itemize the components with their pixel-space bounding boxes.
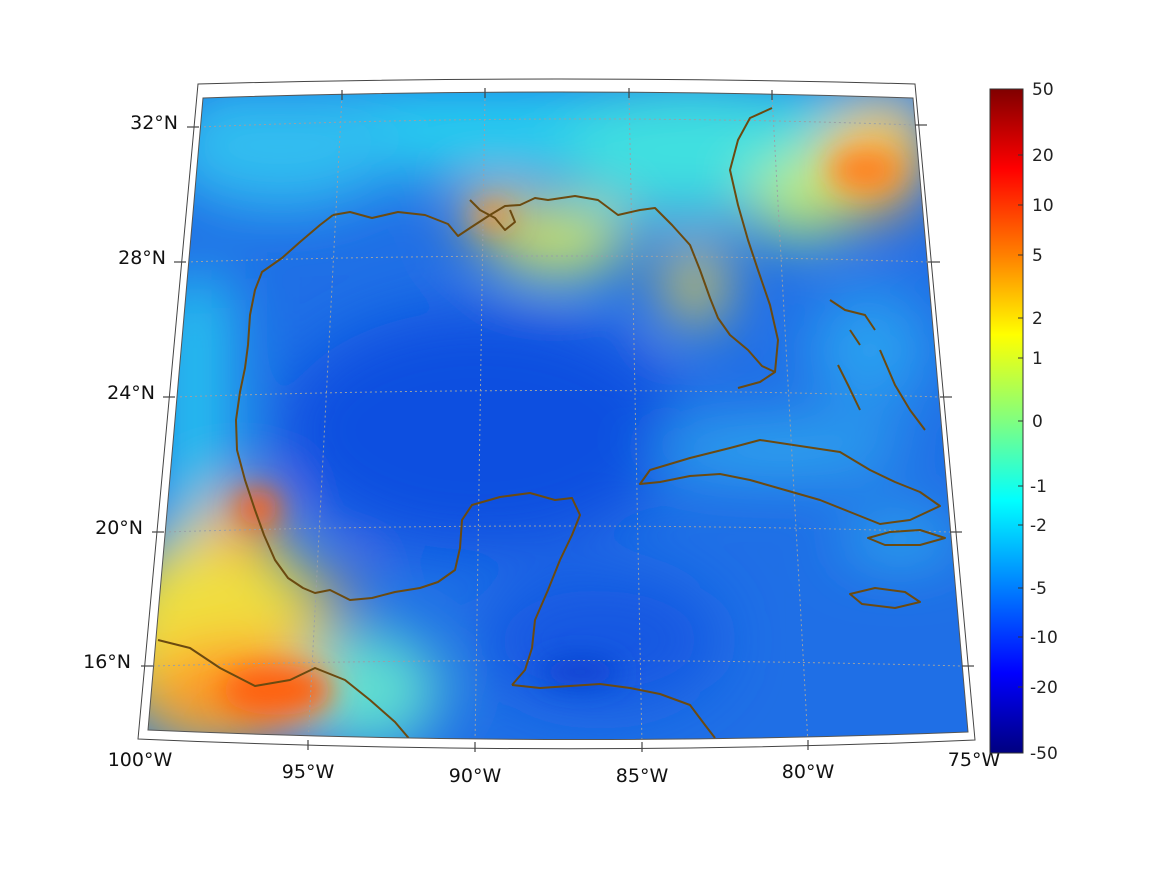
- lon-label-100w: 100°W: [108, 749, 173, 771]
- colorbar: 50 20 10 5 2 1 0 -1 -2 -5 -10 -20 -50: [989, 80, 1058, 764]
- colorbar-label-50: 50: [1032, 80, 1054, 100]
- lon-label-85w: 85°W: [616, 765, 669, 787]
- map-panel[interactable]: [105, 80, 980, 760]
- mississippi-delta: [469, 199, 516, 231]
- gulf-coast-northern: [332, 195, 776, 389]
- frame-ticks: [141, 88, 974, 752]
- colorbar-gradient: [989, 88, 1024, 754]
- coastlines: [157, 107, 946, 740]
- central-america-south: [511, 683, 716, 739]
- lat-label-24n: 24°N: [107, 382, 155, 404]
- hispaniola: [867, 529, 946, 546]
- lon-label-75w: 75°W: [948, 749, 1001, 771]
- lat-label-28n: 28°N: [118, 247, 166, 269]
- colorbar-label-20: 20: [1032, 146, 1054, 166]
- lon-label-80w: 80°W: [782, 761, 835, 783]
- colorbar-label-neg10: -10: [1030, 628, 1058, 648]
- bahamas: [829, 299, 926, 431]
- cuba: [639, 439, 941, 525]
- longitude-labels: 100°W 95°W 90°W 85°W 80°W 75°W: [108, 749, 1001, 787]
- map-frame: [147, 91, 969, 741]
- colorbar-label-10: 10: [1032, 196, 1054, 216]
- data-field-hotspots: [222, 150, 900, 715]
- latitude-labels: 32°N 28°N 24°N 20°N 16°N: [83, 112, 178, 673]
- colorbar-label-1: 1: [1032, 349, 1043, 369]
- lat-label-20n: 20°N: [95, 517, 143, 539]
- colorbar-label-2: 2: [1032, 309, 1043, 329]
- colorbar-ticks: [1018, 88, 1023, 754]
- lat-label-16n: 16°N: [83, 651, 131, 673]
- lat-label-32n: 32°N: [130, 112, 178, 134]
- mexico-pacific-interior: [157, 639, 413, 740]
- lon-label-95w: 95°W: [282, 761, 335, 783]
- colorbar-label-neg1: -1: [1030, 477, 1047, 497]
- gulf-coast-mexico-us: [235, 214, 581, 686]
- lon-label-90w: 90°W: [449, 765, 502, 787]
- map-frame-outer: [137, 78, 976, 750]
- colorbar-label-neg20: -20: [1030, 678, 1058, 698]
- graticule: [152, 92, 963, 740]
- colorbar-label-neg5: -5: [1030, 579, 1047, 599]
- florida-atlantic-coast: [729, 107, 779, 373]
- colorbar-label-0: 0: [1032, 412, 1043, 432]
- colorbar-label-neg2: -2: [1030, 516, 1047, 536]
- colorbar-label-neg50: -50: [1030, 744, 1058, 764]
- colorbar-label-5: 5: [1032, 246, 1043, 266]
- jamaica: [849, 587, 921, 609]
